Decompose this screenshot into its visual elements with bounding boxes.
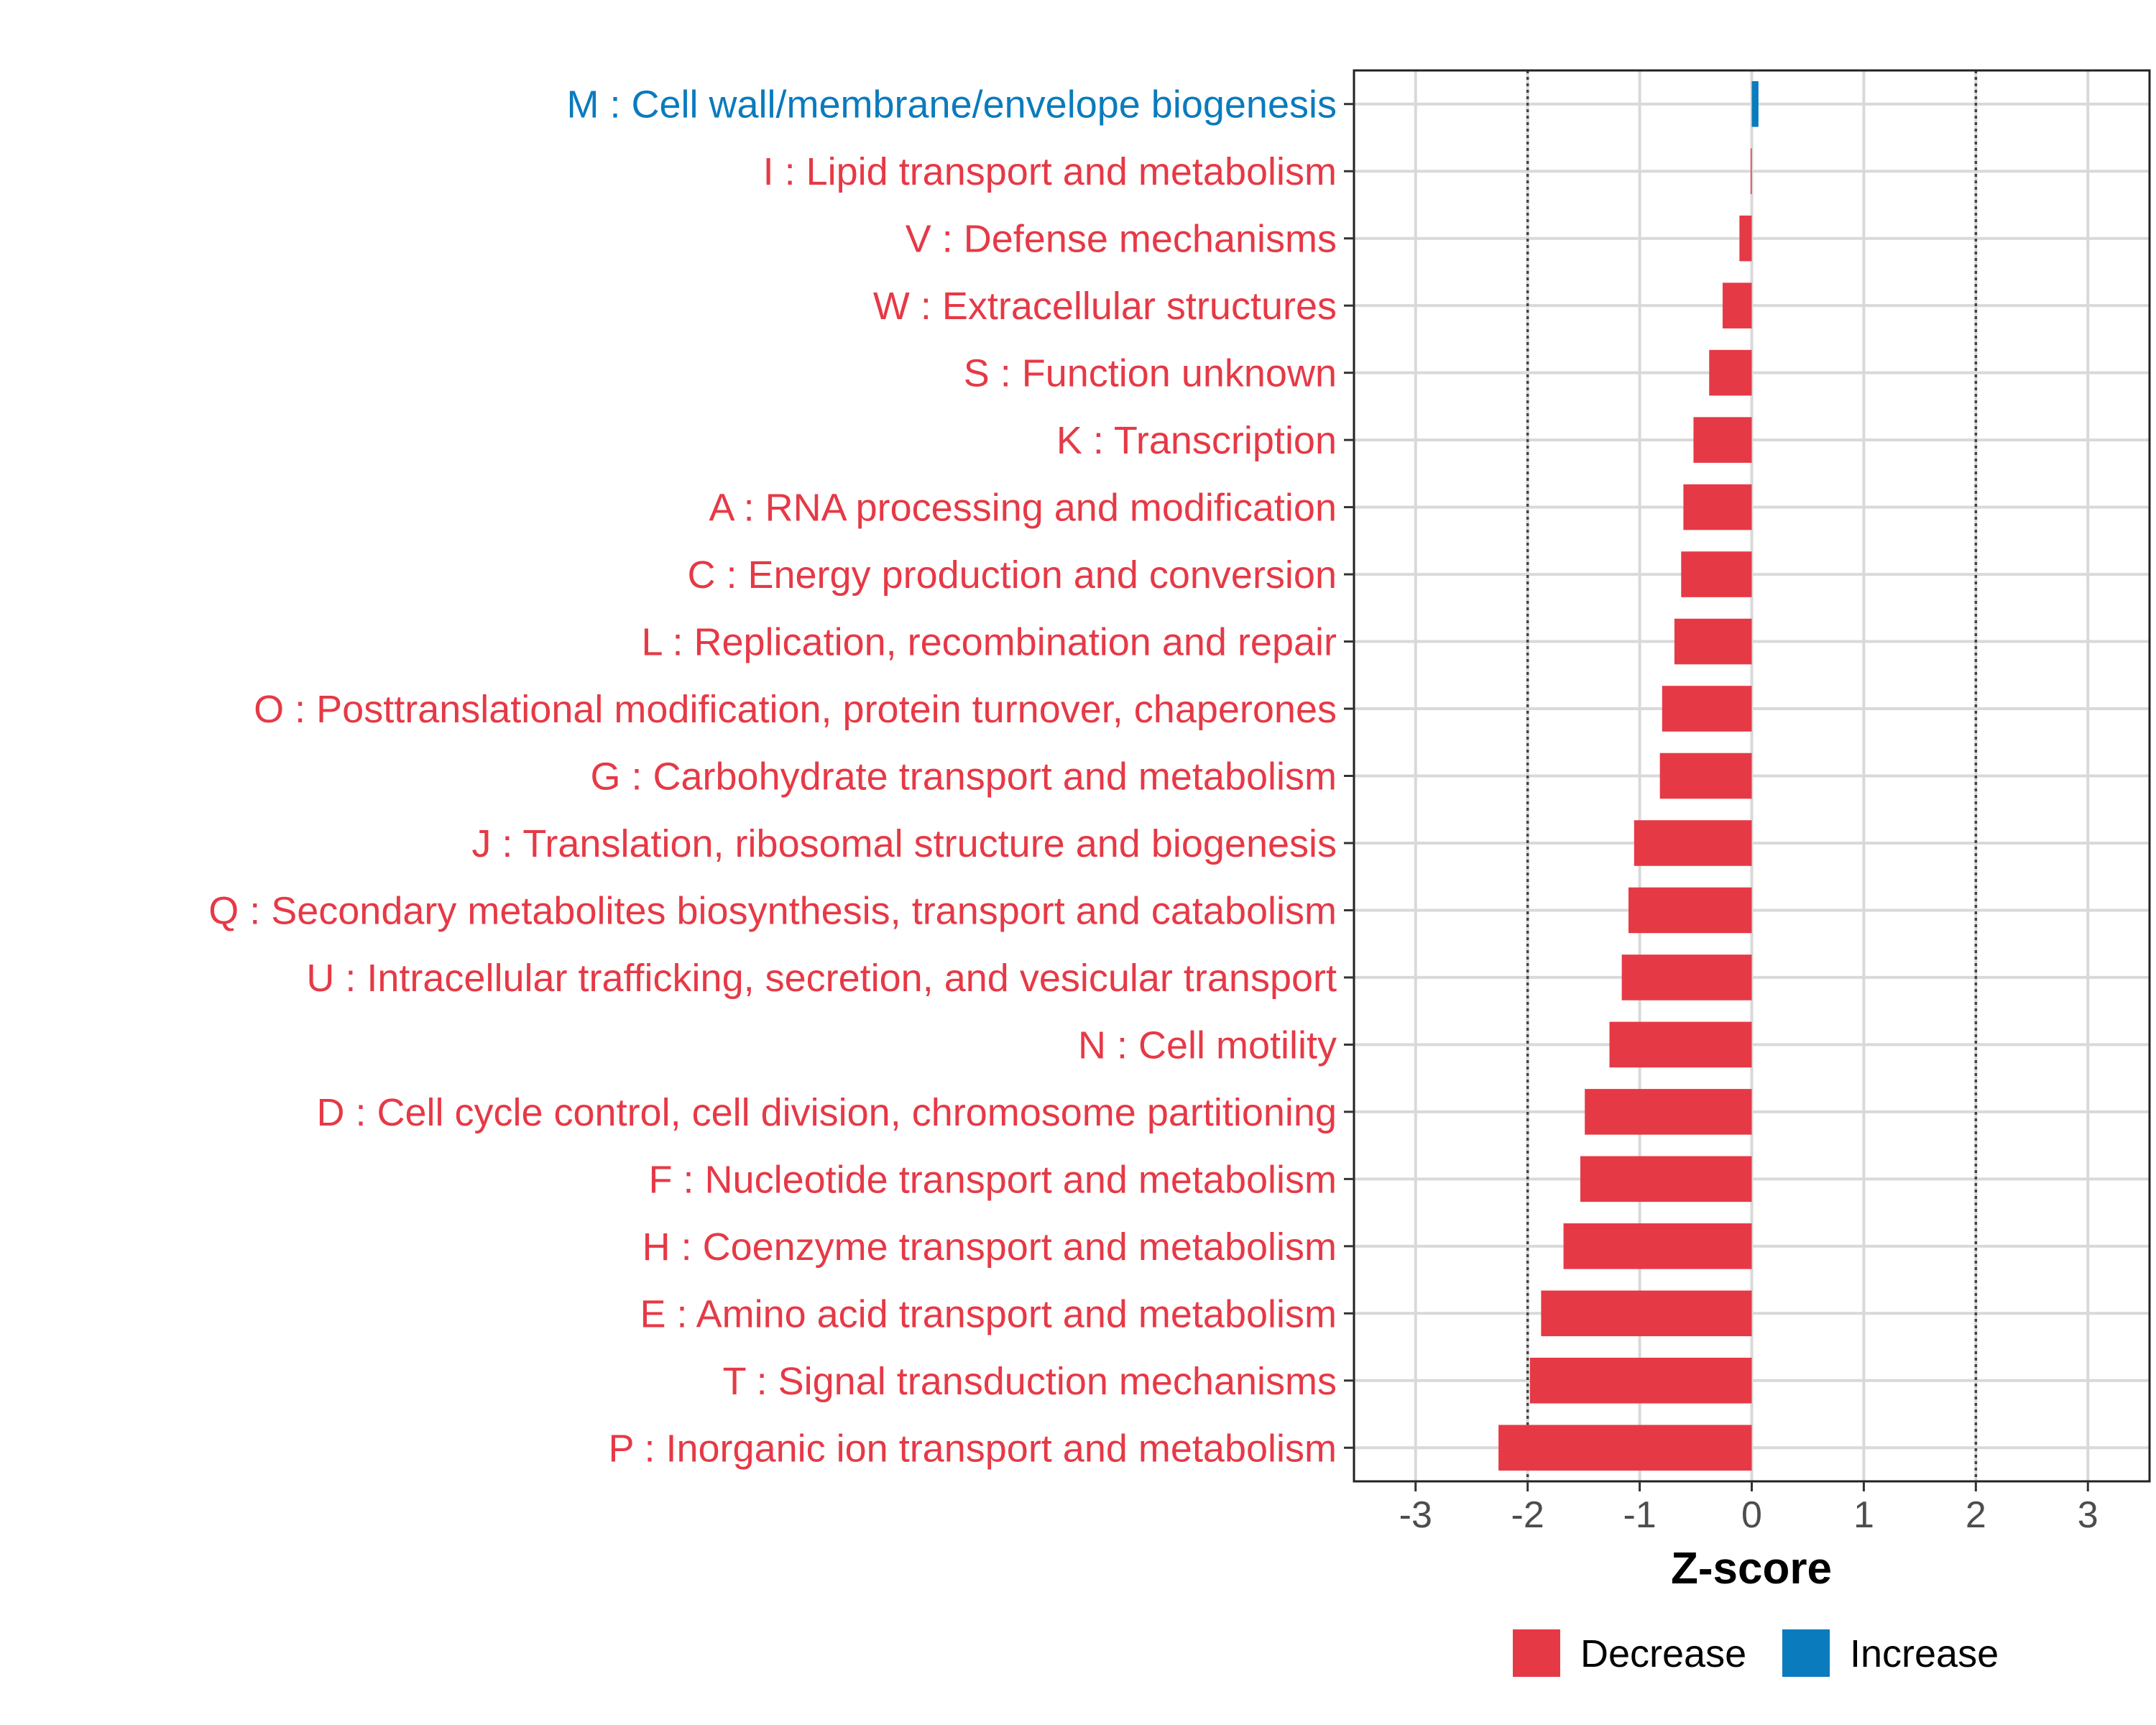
category-label: A : RNA processing and modification <box>709 487 1337 530</box>
bar <box>1662 686 1752 732</box>
x-tick-label: -3 <box>1399 1494 1432 1536</box>
bar <box>1751 80 1759 127</box>
legend: Decrease Increase <box>1513 1629 1999 1677</box>
bar <box>1541 1290 1752 1337</box>
category-label: O : Posttranslational modification, prot… <box>254 688 1337 731</box>
category-label: V : Defense mechanisms <box>906 218 1337 261</box>
category-label: N : Cell motility <box>1078 1024 1337 1067</box>
bar <box>1529 1358 1752 1404</box>
bar <box>1709 349 1752 396</box>
category-label: K : Transcription <box>1056 419 1337 462</box>
x-tick-label: 1 <box>1853 1494 1874 1536</box>
bar <box>1693 417 1752 463</box>
x-axis-tick-labels: -3 -2 -1 0 1 2 3 <box>1399 1494 2099 1536</box>
bar <box>1683 484 1752 530</box>
category-label: M : Cell wall/membrane/envelope biogenes… <box>566 83 1337 126</box>
legend-key <box>1782 1629 1830 1677</box>
category-label: U : Intracellular trafficking, secretion… <box>306 957 1337 1000</box>
x-tick-label: -1 <box>1623 1494 1656 1536</box>
bar <box>1659 753 1752 799</box>
reference-lines <box>1526 70 1978 1481</box>
legend-label: Increase <box>1850 1632 1999 1675</box>
bars <box>1498 80 1759 1471</box>
category-label: J : Translation, ribosomal structure and… <box>471 822 1337 865</box>
category-label: H : Coenzyme transport and metabolism <box>642 1225 1337 1269</box>
y-axis-category-labels: M : Cell wall/membrane/envelope biogenes… <box>208 83 1337 1471</box>
x-axis-ticks <box>1414 1481 2089 1491</box>
category-label: G : Carbohydrate transport and metabolis… <box>591 755 1337 799</box>
bar <box>1750 148 1752 194</box>
bar <box>1585 1089 1752 1135</box>
bar <box>1674 618 1752 665</box>
category-label: L : Replication, recombination and repai… <box>641 621 1337 664</box>
category-label: C : Energy production and conversion <box>687 553 1337 597</box>
category-label: S : Function unknown <box>964 352 1337 395</box>
category-label: I : Lipid transport and metabolism <box>763 150 1337 193</box>
legend-label: Decrease <box>1580 1632 1746 1675</box>
x-axis-title: Z-score <box>1671 1544 1832 1593</box>
bar <box>1609 1021 1752 1068</box>
y-axis-ticks <box>1344 103 1354 1449</box>
legend-key <box>1513 1629 1560 1677</box>
category-label: F : Nucleotide transport and metabolism <box>649 1158 1337 1201</box>
bar <box>1681 551 1752 597</box>
x-tick-label: 0 <box>1741 1494 1762 1536</box>
bar <box>1580 1156 1752 1202</box>
category-label: D : Cell cycle control, cell division, c… <box>316 1091 1337 1134</box>
x-tick-label: -2 <box>1511 1494 1544 1536</box>
x-tick-label: 3 <box>2078 1494 2099 1536</box>
bar <box>1563 1223 1752 1269</box>
bar <box>1498 1425 1752 1471</box>
category-label: T : Signal transduction mechanisms <box>723 1360 1337 1403</box>
bar <box>1739 215 1752 262</box>
x-tick-label: 2 <box>1966 1494 1986 1536</box>
bar <box>1628 887 1752 934</box>
category-label: P : Inorganic ion transport and metaboli… <box>608 1427 1337 1470</box>
category-label: E : Amino acid transport and metabolism <box>640 1292 1337 1335</box>
category-label: Q : Secondary metabolites biosynthesis, … <box>208 889 1337 932</box>
bar <box>1621 954 1752 1000</box>
bar <box>1634 820 1752 866</box>
category-label: W : Extracellular structures <box>873 285 1337 328</box>
bar <box>1722 282 1752 328</box>
